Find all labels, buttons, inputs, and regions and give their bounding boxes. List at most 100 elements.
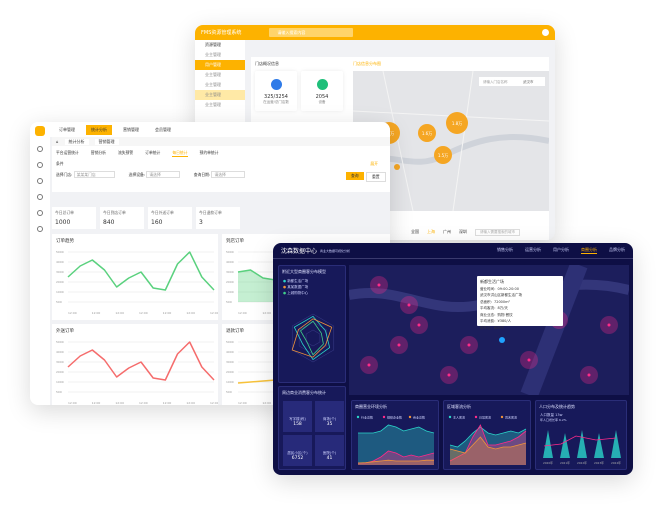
- chart-business-env: 商圈营业环境分析 行业总数 规模企业数 商业总数: [351, 400, 439, 470]
- series-line: [67, 341, 215, 381]
- series-line: [449, 436, 527, 454]
- sidebar-item[interactable]: 业主管理: [205, 72, 221, 77]
- filter[interactable]: 选择门店: 某某某门店: [56, 171, 115, 178]
- reset-button[interactable]: 重置: [366, 172, 386, 182]
- svg-text:周末客流: 周末客流: [505, 415, 517, 420]
- nav-item-active[interactable]: 统计分析: [86, 124, 112, 135]
- svg-text:2024年: 2024年: [611, 461, 621, 465]
- home-icon[interactable]: ⌂: [56, 139, 59, 144]
- tab-region[interactable]: 广州: [443, 229, 451, 234]
- menu-icon[interactable]: [37, 162, 43, 168]
- svg-text:12:00: 12:00: [186, 311, 195, 315]
- nav-item[interactable]: 营销管理: [123, 126, 139, 132]
- svg-text:2000: 2000: [226, 280, 234, 284]
- svg-text:1.8万: 1.8万: [452, 121, 462, 126]
- population-bar: [577, 430, 587, 458]
- sidebar-group[interactable]: 资源管理: [205, 42, 221, 47]
- map-hotspot[interactable]: [467, 343, 471, 347]
- map-cluster[interactable]: [418, 124, 436, 142]
- tab[interactable]: 统计分析: [64, 138, 89, 145]
- store-popup: 新都生活广场 营业时间：09:00-20:00 武汉市洪山区新都生活广场 总面积…: [477, 276, 563, 330]
- menu-icon[interactable]: [37, 146, 43, 152]
- svg-text:2020年: 2020年: [543, 461, 553, 465]
- svg-text:2022年: 2022年: [577, 461, 587, 465]
- sidebar-item[interactable]: 业主管理: [205, 52, 221, 57]
- tab[interactable]: 营销管理: [94, 138, 119, 145]
- map-hotspot[interactable]: [587, 373, 591, 377]
- population-bar: [560, 433, 570, 458]
- subtab[interactable]: 流失预警: [117, 150, 134, 155]
- map-cluster[interactable]: [446, 112, 468, 134]
- population-bar: [543, 430, 553, 458]
- location-pin-icon[interactable]: [499, 337, 505, 343]
- svg-text:1.6万: 1.6万: [422, 131, 432, 136]
- search-input[interactable]: 请输入搜索内容: [269, 28, 354, 37]
- menu-icon[interactable]: [37, 194, 43, 200]
- svg-text:12:00: 12:00: [92, 311, 101, 315]
- map-hotspot[interactable]: [367, 363, 371, 367]
- subtab[interactable]: 每日统计: [172, 150, 188, 157]
- stat-tile: 写字楼(栋) 158: [283, 401, 312, 432]
- tab-region[interactable]: 深圳: [459, 229, 467, 234]
- map-hotspot[interactable]: [447, 373, 451, 377]
- subtab[interactable]: 订单统计: [145, 150, 161, 155]
- sidebar-item[interactable]: 业主管理: [205, 82, 221, 87]
- subtab[interactable]: 营销分析: [90, 150, 106, 155]
- query-button[interactable]: 查询: [346, 172, 364, 180]
- filter[interactable]: 选择设备: 请选择: [129, 171, 180, 178]
- tab-region[interactable]: 上海: [427, 229, 435, 234]
- subtab[interactable]: 平台运营统计: [56, 150, 79, 155]
- svg-text:商业总数: 商业总数: [413, 415, 425, 420]
- business-map[interactable]: [349, 265, 629, 395]
- svg-text:5000: 5000: [226, 250, 234, 254]
- series-line: [449, 424, 527, 462]
- tab-region[interactable]: 全国: [411, 229, 419, 234]
- radar-series: [291, 318, 333, 358]
- menu-icon[interactable]: [37, 226, 43, 232]
- map-cluster[interactable]: [434, 146, 452, 164]
- logo: [35, 126, 45, 136]
- svg-text:12:00: 12:00: [139, 311, 148, 315]
- map-hotspot[interactable]: [527, 358, 531, 362]
- menu-icon[interactable]: [37, 178, 43, 184]
- map-hotspot[interactable]: [607, 323, 611, 327]
- store-icon: [270, 79, 282, 90]
- legend-item: ● 某某数据广场: [283, 285, 309, 289]
- svg-text:12:00: 12:00: [210, 311, 218, 315]
- sidebar-item[interactable]: 业主管理: [195, 90, 245, 100]
- map-hotspot[interactable]: [407, 303, 411, 307]
- subtab[interactable]: 预约单统计: [199, 150, 219, 155]
- avatar[interactable]: [542, 29, 549, 36]
- svg-text:12:00: 12:00: [262, 311, 271, 315]
- sidebar-item[interactable]: 业主管理: [205, 102, 221, 107]
- map-hotspot[interactable]: [377, 283, 381, 287]
- sidebar-item-active[interactable]: 用户管理: [195, 60, 245, 70]
- map-search[interactable]: 请输入门店名称: [483, 79, 508, 84]
- svg-text:1000: 1000: [226, 380, 234, 384]
- expand-link[interactable]: 展开: [370, 161, 378, 166]
- menu-icon[interactable]: [37, 210, 43, 216]
- svg-text:行业总数: 行业总数: [361, 415, 373, 420]
- map-cluster[interactable]: [394, 164, 400, 170]
- svg-text:500: 500: [226, 390, 232, 394]
- svg-text:2000: 2000: [56, 370, 64, 374]
- filter-label: 条件: [56, 161, 64, 166]
- tab-map[interactable]: 门店信息分布图: [353, 61, 381, 66]
- region-search[interactable]: 请输入需要搜索的城市: [475, 229, 520, 236]
- nav-item[interactable]: 商圈分析: [581, 247, 597, 254]
- nav-item[interactable]: 用户分析: [553, 247, 569, 252]
- filter[interactable]: 查询日期: 请选择: [194, 171, 245, 178]
- nav-item[interactable]: 订单管理: [59, 126, 75, 132]
- nav-item[interactable]: 销售分析: [497, 247, 513, 252]
- tiles-panel: 周边商业消费客分布统计 写字楼(栋) 158 商场(个) 35 居民小区(个) 6752 医…: [278, 386, 346, 470]
- map-hotspot[interactable]: [417, 323, 421, 327]
- map-hotspot[interactable]: [397, 343, 401, 347]
- nav-item[interactable]: 会员管理: [155, 126, 171, 132]
- svg-text:5000: 5000: [56, 250, 64, 254]
- svg-text:3000: 3000: [56, 270, 64, 274]
- city-select[interactable]: 武汉市: [523, 79, 534, 84]
- svg-text:2000: 2000: [226, 370, 234, 374]
- population-bar: [594, 433, 604, 458]
- nav-item[interactable]: 运营分析: [525, 247, 541, 252]
- nav-item[interactable]: 品牌分析: [609, 247, 625, 252]
